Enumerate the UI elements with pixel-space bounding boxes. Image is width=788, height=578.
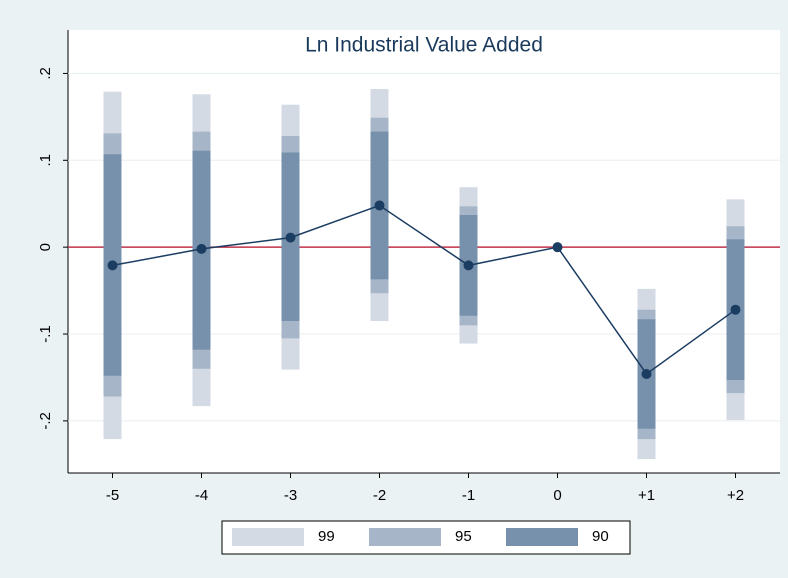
chart-title: Ln Industrial Value Added xyxy=(305,34,543,57)
legend-label: 90 xyxy=(592,528,609,545)
estimate-point xyxy=(196,243,207,254)
x-tick-label: 0 xyxy=(553,487,561,504)
legend-swatch xyxy=(506,528,578,546)
x-tick-label: -3 xyxy=(284,487,297,504)
estimate-point xyxy=(374,200,385,211)
estimate-point xyxy=(107,260,118,271)
legend-label: 99 xyxy=(318,528,335,545)
estimate-point xyxy=(463,260,474,271)
estimate-point xyxy=(730,304,741,315)
legend-label: 95 xyxy=(455,528,472,545)
y-tick-label: -.1 xyxy=(37,325,54,343)
x-tick-label: -2 xyxy=(373,487,386,504)
y-tick-label: -.2 xyxy=(37,412,54,430)
y-tick-label: .1 xyxy=(37,154,54,167)
y-tick-label: .2 xyxy=(37,67,54,80)
x-tick-label: -5 xyxy=(106,487,119,504)
estimate-point xyxy=(285,232,296,243)
legend-swatch xyxy=(369,528,441,546)
legend-swatch xyxy=(232,528,304,546)
y-tick-label: 0 xyxy=(37,243,54,251)
x-tick-label: +1 xyxy=(638,487,655,504)
x-tick-label: -4 xyxy=(195,487,208,504)
x-tick-label: +2 xyxy=(727,487,744,504)
plot-area xyxy=(68,30,780,473)
estimate-line xyxy=(112,204,736,376)
x-tick-label: -1 xyxy=(462,487,475,504)
estimate-point xyxy=(641,368,652,379)
estimate-point xyxy=(552,242,563,253)
